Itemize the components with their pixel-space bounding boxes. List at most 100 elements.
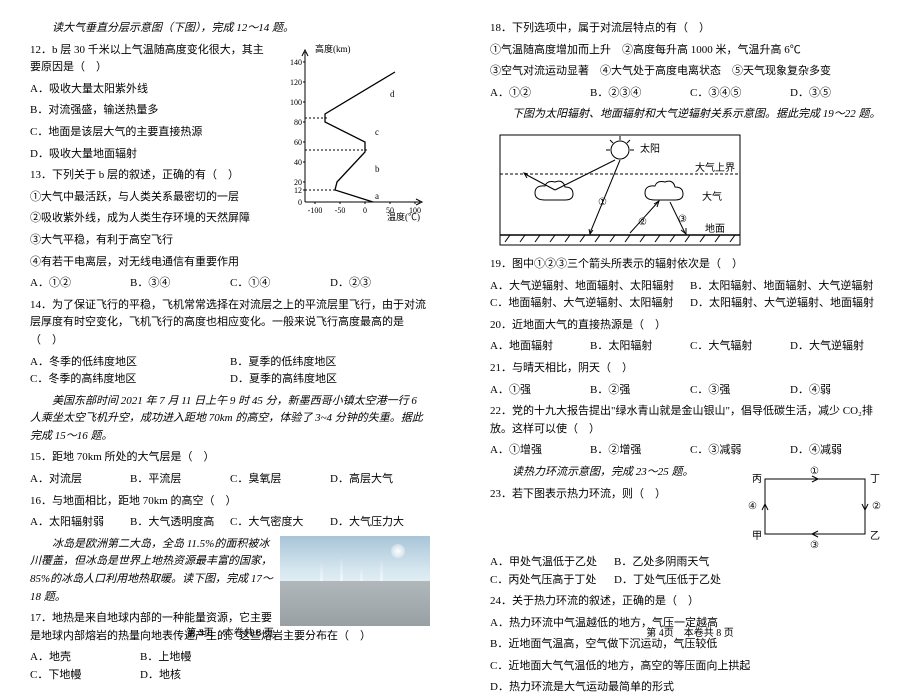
svg-text:d: d [390, 89, 395, 99]
q22-opt-b: B．②增强 [590, 442, 690, 460]
page-left: 读大气垂直分层示意图（下图），完成 12～14 题。 0 12 20 40 60… [0, 0, 460, 650]
q18-stmt-2: ③空气对流运动显著 ④大气处于高度电离状态 ⑤天气现象复杂多变 [490, 63, 890, 81]
chart-ylabel: 高度(km) [315, 43, 351, 54]
q14: 14．为了保证飞行的平稳，飞机常常选择在对流层之上的平流层里飞行，由于对流层厚度… [30, 297, 430, 350]
q14-opt-b: B．夏季的低纬度地区 [230, 354, 430, 372]
q13-opt-d: D．②③ [330, 275, 430, 293]
q15: 15．距地 70km 所处的大气层是（ ） [30, 449, 430, 467]
svg-text:100: 100 [290, 98, 302, 107]
q22: 22．党的十九大报告提出"绿水青山就是金山银山"，倡导低碳生活，减少 CO₂排放… [490, 403, 890, 438]
svg-text:140: 140 [290, 58, 302, 67]
thermal-circulation-diagram: 丙 丁 甲 乙 ① ② ③ ④ [740, 464, 890, 554]
q18-options: A．①② B．②③④ C．③④⑤ D．③⑤ [490, 85, 890, 103]
footer-right: 第 4页 本卷共 8 页 [460, 626, 920, 642]
q16-opt-a: A．太阳辐射弱 [30, 514, 130, 532]
svg-text:-50: -50 [335, 206, 346, 215]
svg-text:-100: -100 [308, 206, 323, 215]
intro-15: 美国东部时间 2021 年 7 月 11 日上午 9 时 45 分，新墨西哥小镇… [30, 393, 430, 446]
q14-opt-d: D．夏季的高纬度地区 [230, 371, 430, 389]
q15-opt-d: D．高层大气 [330, 471, 430, 489]
svg-text:0: 0 [298, 198, 302, 207]
q13-options: A．①② B．③④ C．①④ D．②③ [30, 275, 430, 293]
q16-options: A．太阳辐射弱 B．大气透明度高 C．大气密度大 D．大气压力大 [30, 514, 430, 532]
q15-options: A．对流层 B．平流层 C．臭氧层 D．高层大气 [30, 471, 430, 489]
q18-opt-b: B．②③④ [590, 85, 690, 103]
q20-opt-c: C．大气辐射 [690, 338, 790, 356]
svg-text:①: ① [598, 197, 607, 208]
q19-opt-c: C．地面辐射、大气逆辐射、太阳辐射 [490, 295, 690, 313]
svg-text:12: 12 [294, 186, 302, 195]
q13-opt-a: A．①② [30, 275, 130, 293]
q21-opt-c: C．③强 [690, 382, 790, 400]
q16-opt-c: C．大气密度大 [230, 514, 330, 532]
svg-text:c: c [375, 127, 379, 137]
q17-opt-a: A．地壳 [30, 649, 140, 667]
footer-left: 第 3页 本卷共 8 页 [0, 626, 460, 642]
svg-text:20: 20 [294, 178, 302, 187]
q13-stmt-3: ③大气平稳，有利于高空飞行 [30, 232, 430, 250]
q17-opt-b: B．上地幔 [140, 649, 250, 667]
svg-text:b: b [375, 164, 380, 174]
q22-opt-d: D．④减弱 [790, 442, 890, 460]
q19-opt-b: B．太阳辐射、地面辐射、大气逆辐射 [690, 278, 890, 296]
intro-12: 读大气垂直分层示意图（下图），完成 12～14 题。 [30, 20, 430, 38]
q20-opt-d: D．大气逆辐射 [790, 338, 890, 356]
svg-text:③: ③ [678, 214, 687, 225]
svg-text:丙: 丙 [752, 474, 762, 485]
q22-opt-c: C．③减弱 [690, 442, 790, 460]
q21-opt-d: D．④弱 [790, 382, 890, 400]
svg-text:②: ② [638, 217, 647, 228]
svg-text:地面: 地面 [705, 222, 725, 235]
svg-text:大气上界: 大气上界 [695, 161, 735, 174]
q16-opt-b: B．大气透明度高 [130, 514, 230, 532]
q19-options: A．大气逆辐射、地面辐射、太阳辐射 B．太阳辐射、地面辐射、大气逆辐射 C．地面… [490, 278, 890, 313]
q22-opt-a: A．①增强 [490, 442, 590, 460]
q14-options: A．冬季的低纬度地区 B．夏季的低纬度地区 C．冬季的高纬度地区 D．夏季的高纬… [30, 354, 430, 389]
svg-text:④: ④ [748, 501, 757, 512]
svg-text:80: 80 [294, 118, 302, 127]
svg-text:60: 60 [294, 138, 302, 147]
svg-text:大气: 大气 [702, 190, 722, 203]
q24-opt-d: D．热力环流是大气运动最简单的形式 [490, 679, 890, 697]
q19-opt-d: D．太阳辐射、大气逆辐射、地面辐射 [690, 295, 890, 313]
q17-opt-c: C．下地幔 [30, 667, 140, 685]
q20: 20．近地面大气的直接热源是（ ） [490, 317, 890, 335]
q24-opt-c: C．近地面大气气温低的地方，高空的等压面向上拱起 [490, 658, 890, 676]
q18: 18．下列选项中，属于对流层特点的有（ ） [490, 20, 890, 38]
q18-stmt-1: ①气温随高度增加而上升 ②高度每升高 1000 米，气温升高 6℃ [490, 42, 890, 60]
q20-options: A．地面辐射 B．太阳辐射 C．大气辐射 D．大气逆辐射 [490, 338, 890, 356]
q16: 16．与地面相比，距地 70km 的高空（ ） [30, 493, 430, 511]
sun-radiation-diagram: 太阳 大气上界 大气 [490, 130, 890, 250]
svg-text:120: 120 [290, 78, 302, 87]
svg-text:①: ① [810, 466, 819, 477]
q15-opt-c: C．臭氧层 [230, 471, 330, 489]
q19-opt-a: A．大气逆辐射、地面辐射、太阳辐射 [490, 278, 690, 296]
q23-options: A．甲处气温低于乙处 B．乙处多阴雨天气 C．丙处气压高于丁处 D．丁处气压低于… [490, 554, 738, 589]
q14-opt-a: A．冬季的低纬度地区 [30, 354, 230, 372]
q15-opt-b: B．平流层 [130, 471, 230, 489]
q21-opt-b: B．②强 [590, 382, 690, 400]
q20-opt-a: A．地面辐射 [490, 338, 590, 356]
q24: 24．关于热力环流的叙述，正确的是（ ） [490, 593, 890, 611]
q16-opt-d: D．大气压力大 [330, 514, 430, 532]
svg-text:太阳: 太阳 [640, 142, 660, 155]
svg-text:40: 40 [294, 158, 302, 167]
q13-opt-b: B．③④ [130, 275, 230, 293]
intro-19: 下图为太阳辐射、地面辐射和大气逆辐射关系示意图。据此完成 19～22 题。 [490, 106, 890, 124]
svg-text:丁: 丁 [870, 474, 880, 485]
q18-opt-c: C．③④⑤ [690, 85, 790, 103]
q14-opt-c: C．冬季的高纬度地区 [30, 371, 230, 389]
q18-opt-a: A．①② [490, 85, 590, 103]
chart-xlabel: 温度(℃) [387, 211, 420, 222]
atmosphere-chart: 0 12 20 40 60 80 100 120 140 -100 -50 0 … [275, 42, 430, 222]
svg-text:乙: 乙 [870, 530, 880, 542]
q19: 19．图中①②③三个箭头所表示的辐射依次是（ ） [490, 256, 890, 274]
svg-text:②: ② [872, 501, 881, 512]
q13-opt-c: C．①④ [230, 275, 330, 293]
q21-opt-a: A．①强 [490, 382, 590, 400]
q23-opt-a: A．甲处气温低于乙处 [490, 554, 614, 572]
q22-options: A．①增强 B．②增强 C．③减弱 D．④减弱 [490, 442, 890, 460]
q18-opt-d: D．③⑤ [790, 85, 890, 103]
svg-text:a: a [375, 191, 379, 201]
svg-text:0: 0 [363, 206, 367, 215]
